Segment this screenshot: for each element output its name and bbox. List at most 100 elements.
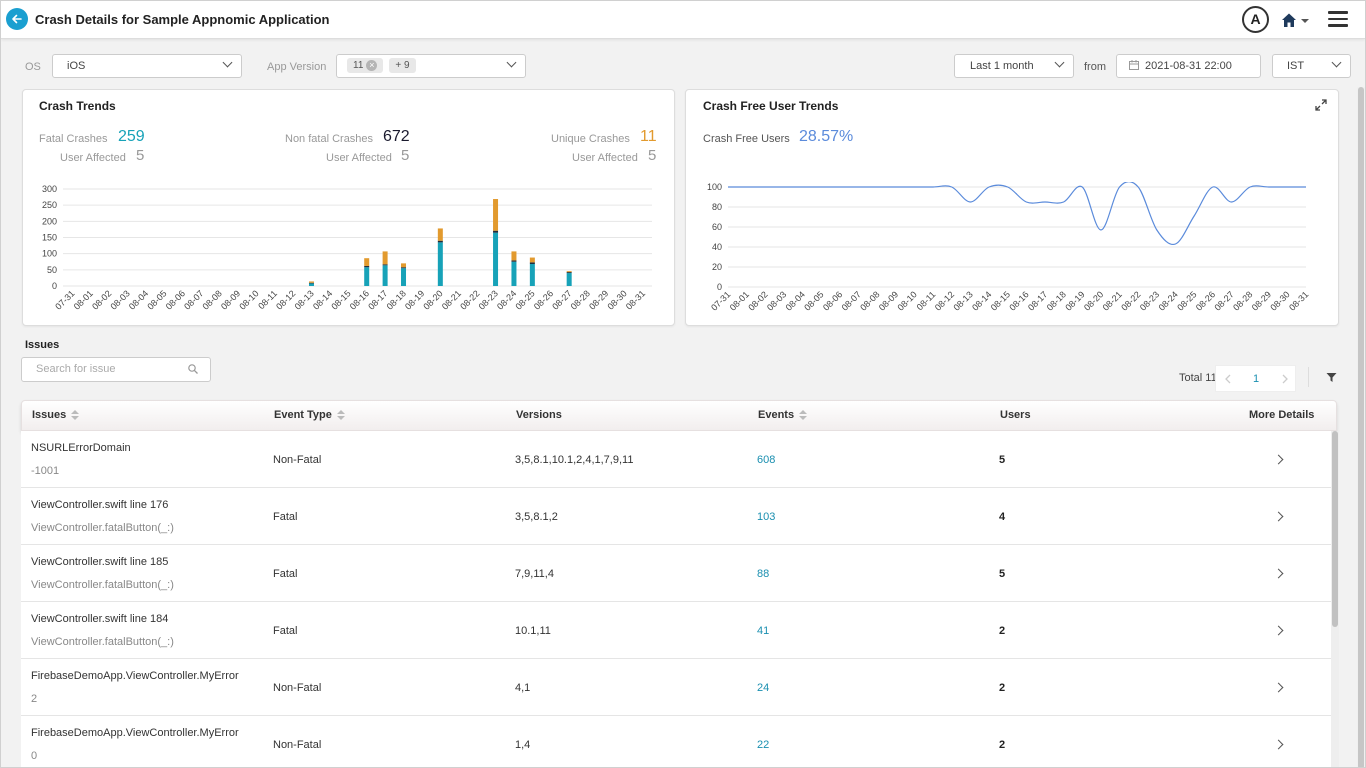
table-row[interactable]: FirebaseDemoApp.ViewController.MyError 0…	[21, 716, 1331, 767]
x-tick-label: 08-15	[989, 289, 1012, 312]
remove-chip-icon[interactable]: ×	[366, 60, 378, 71]
col-issues[interactable]: Issues	[32, 409, 80, 421]
table-row[interactable]: NSURLErrorDomain -1001 Non-Fatal 3,5,8.1…	[21, 431, 1331, 488]
x-tick-label: 08-30	[605, 288, 628, 311]
chevron-right-icon[interactable]	[1273, 739, 1284, 750]
from-date-input[interactable]: 2021-08-31 22:00	[1116, 54, 1261, 78]
x-tick-label: 08-24	[495, 288, 518, 311]
x-tick-label: 08-10	[896, 289, 919, 312]
pager-divider	[1308, 367, 1309, 387]
bar-segment	[401, 263, 407, 268]
events-count[interactable]: 103	[757, 511, 776, 523]
col-events[interactable]: Events	[758, 409, 808, 421]
issue-title[interactable]: FirebaseDemoApp.ViewController.MyError	[31, 727, 239, 739]
events-count[interactable]: 22	[757, 739, 770, 751]
page-scrollbar-thumb[interactable]	[1358, 87, 1364, 767]
issue-title[interactable]: FirebaseDemoApp.ViewController.MyError	[31, 670, 239, 682]
col-event-type[interactable]: Event Type	[274, 409, 345, 421]
table-row[interactable]: ViewController.swift line 185 ViewContro…	[21, 545, 1331, 602]
next-page-icon[interactable]	[1281, 374, 1289, 384]
issue-search-box[interactable]	[21, 357, 211, 382]
x-tick-label: 08-23	[477, 288, 500, 311]
current-page[interactable]: 1	[1253, 373, 1260, 385]
x-tick-label: 08-01	[728, 289, 751, 312]
chevron-right-icon[interactable]	[1273, 682, 1284, 693]
fatal-crashes-label: Fatal Crashes	[39, 133, 108, 145]
table-row[interactable]: ViewController.swift line 184 ViewContro…	[21, 602, 1331, 659]
issue-title[interactable]: ViewController.swift line 185	[31, 556, 169, 568]
x-tick-label: 08-09	[877, 289, 900, 312]
hamburger-menu-icon[interactable]	[1328, 11, 1348, 29]
chevron-right-icon[interactable]	[1273, 568, 1284, 579]
search-icon[interactable]	[188, 364, 198, 374]
x-tick-label: 08-30	[1268, 289, 1291, 312]
app-version-chip-label: 11	[353, 60, 364, 71]
y-tick-label: 80	[712, 202, 722, 212]
bar-segment	[364, 267, 370, 286]
table-row[interactable]: FirebaseDemoApp.ViewController.MyError 2…	[21, 659, 1331, 716]
x-tick-label: 08-02	[746, 289, 769, 312]
events-count[interactable]: 88	[757, 568, 770, 580]
bar-segment	[364, 258, 370, 266]
event-type: Fatal	[273, 568, 298, 580]
bar-segment	[529, 264, 535, 286]
sort-icon[interactable]	[336, 409, 345, 421]
timezone-select[interactable]: IST	[1272, 54, 1351, 78]
y-tick-label: 300	[42, 184, 57, 194]
issue-title[interactable]: ViewController.swift line 176	[31, 499, 169, 511]
bar-segment	[364, 265, 370, 268]
x-tick-label: 08-31	[624, 288, 647, 311]
sort-icon[interactable]	[71, 409, 80, 421]
issues-table-header: Issues Event Type Versions Events Users …	[21, 400, 1337, 431]
issue-subtitle: ViewController.fatalButton(_:)	[31, 579, 174, 591]
from-label: from	[1084, 61, 1106, 73]
page-scrollbar[interactable]	[1357, 87, 1365, 767]
x-tick-label: 08-11	[915, 289, 938, 312]
os-select[interactable]: iOS	[52, 54, 242, 78]
col-versions: Versions	[516, 409, 562, 421]
events-count[interactable]: 41	[757, 625, 770, 637]
user-avatar[interactable]: A	[1242, 6, 1269, 33]
table-row[interactable]: ViewController.swift line 176 ViewContro…	[21, 488, 1331, 545]
bar-segment	[308, 281, 314, 283]
users-count: 2	[999, 625, 1006, 637]
x-tick-label: 08-12	[933, 289, 956, 312]
x-tick-label: 08-26	[1194, 289, 1217, 312]
os-label: OS	[25, 61, 41, 73]
events-count[interactable]: 24	[757, 682, 770, 694]
issue-title[interactable]: ViewController.swift line 184	[31, 613, 169, 625]
fatal-users-value: 5	[136, 147, 145, 164]
filter-icon[interactable]	[1326, 372, 1337, 383]
event-type: Non-Fatal	[273, 454, 322, 466]
crash-trends-card: Crash Trends Fatal Crashes 259 User Affe…	[22, 89, 675, 326]
chevron-right-icon[interactable]	[1273, 511, 1284, 522]
x-tick-label: 08-19	[1063, 289, 1086, 312]
home-menu-button[interactable]	[1280, 11, 1314, 29]
page-title: Crash Details for Sample Appnomic Applic…	[35, 12, 330, 27]
nonfatal-crashes-value: 672	[383, 128, 410, 145]
back-arrow-icon[interactable]	[6, 8, 28, 30]
x-tick-label: 08-20	[421, 288, 444, 311]
table-scrollbar[interactable]	[1331, 431, 1339, 767]
expand-icon[interactable]	[1315, 99, 1327, 111]
chevron-right-icon[interactable]	[1273, 625, 1284, 636]
table-scrollbar-thumb[interactable]	[1332, 431, 1338, 627]
x-tick-label: 08-03	[765, 289, 788, 312]
versions: 10.1,11	[515, 625, 551, 637]
chevron-right-icon[interactable]	[1273, 454, 1284, 465]
bar-segment	[566, 273, 572, 286]
time-range-value: Last 1 month	[970, 60, 1034, 72]
app-version-select[interactable]: 11 × + 9	[336, 54, 526, 78]
events-count[interactable]: 608	[757, 454, 776, 466]
issue-search-input[interactable]	[22, 358, 182, 380]
issues-section-label: Issues	[25, 339, 60, 351]
app-version-chip[interactable]: 11 ×	[347, 58, 384, 73]
y-tick-label: 20	[712, 262, 722, 272]
bar-segment	[437, 228, 443, 241]
issue-title[interactable]: NSURLErrorDomain	[31, 442, 131, 454]
time-range-select[interactable]: Last 1 month	[954, 54, 1074, 78]
sort-icon[interactable]	[799, 409, 808, 421]
prev-page-icon[interactable]	[1224, 374, 1232, 384]
y-tick-label: 100	[42, 249, 57, 259]
chevron-down-icon	[1331, 57, 1342, 68]
